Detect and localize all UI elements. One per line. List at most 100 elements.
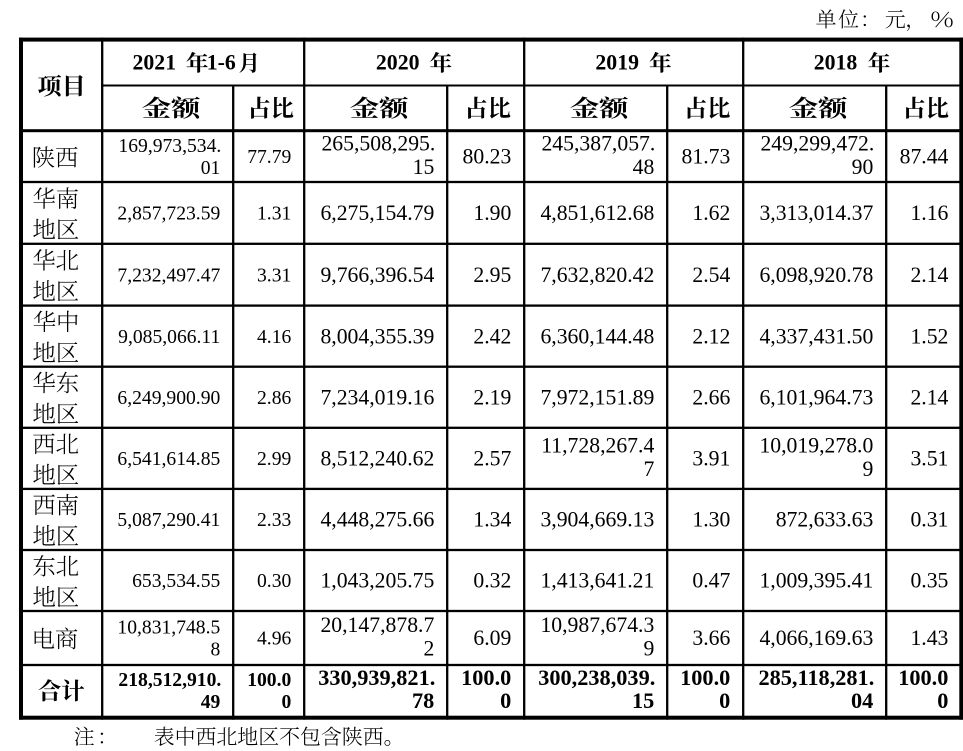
svg-text:0.30: 0.30 [257,571,291,592]
svg-text:01: 01 [201,158,221,179]
svg-text:218,512,910.: 218,512,910. [118,670,221,691]
svg-text:4,851,612.68: 4,851,612.68 [540,201,654,225]
svg-text:0.47: 0.47 [692,569,730,593]
svg-text:6,275,154.79: 6,275,154.79 [320,201,434,225]
svg-text:2: 2 [423,636,434,660]
svg-text:7,234,019.16: 7,234,019.16 [320,385,434,409]
svg-text:2.57: 2.57 [473,446,511,470]
svg-text:3,313,014.37: 3,313,014.37 [759,201,873,225]
svg-text:0: 0 [282,692,292,713]
svg-text:1.43: 1.43 [910,626,948,650]
svg-text:6,541,614.85: 6,541,614.85 [117,449,220,470]
svg-text:100.0: 100.0 [461,665,511,690]
svg-text:169,973,534.: 169,973,534. [118,136,221,157]
svg-text:1-6: 1-6 [207,50,236,74]
svg-text:872,633.63: 872,633.63 [776,508,874,532]
svg-text:2019: 2019 [595,50,639,74]
svg-text:245,387,057.: 245,387,057. [541,132,655,156]
svg-text:9,085,066.11: 9,085,066.11 [118,327,220,348]
svg-text:5,087,290.41: 5,087,290.41 [117,510,220,531]
svg-text:3.91: 3.91 [692,446,730,470]
svg-text:330,939,821.: 330,939,821. [318,665,435,690]
svg-text:1.34: 1.34 [473,508,511,532]
svg-text:6,098,920.78: 6,098,920.78 [759,263,873,287]
svg-text:2.66: 2.66 [692,385,730,409]
svg-text:49: 49 [201,692,221,713]
svg-text:1.90: 1.90 [473,201,511,225]
svg-text:3.51: 3.51 [910,446,948,470]
svg-text:2.14: 2.14 [910,385,948,409]
svg-text:87.44: 87.44 [900,145,949,169]
svg-text:15: 15 [413,155,435,179]
svg-text:4,448,275.66: 4,448,275.66 [320,508,434,532]
svg-text:81.73: 81.73 [682,145,731,169]
svg-text:8: 8 [211,640,221,661]
svg-text:9,766,396.54: 9,766,396.54 [320,263,434,287]
svg-text:8,512,240.62: 8,512,240.62 [320,446,434,470]
svg-text:1.31: 1.31 [257,204,291,225]
svg-text:3.31: 3.31 [257,265,291,286]
svg-text:2.54: 2.54 [692,263,730,287]
svg-text:2.95: 2.95 [473,263,511,287]
svg-text:2,857,723.59: 2,857,723.59 [117,204,220,225]
svg-text:265,508,295.: 265,508,295. [321,132,435,156]
svg-text:2.19: 2.19 [473,385,511,409]
svg-text:0: 0 [500,688,511,713]
svg-text:0: 0 [719,688,730,713]
svg-text:2018: 2018 [814,50,858,74]
svg-text:1.62: 1.62 [692,201,730,225]
svg-text:6,101,964.73: 6,101,964.73 [759,385,873,409]
svg-text:7,632,820.42: 7,632,820.42 [540,263,654,287]
svg-text:285,118,281.: 285,118,281. [758,665,874,690]
svg-text:9: 9 [862,457,873,481]
svg-text:2.99: 2.99 [257,449,291,470]
svg-text:2021: 2021 [133,50,177,74]
svg-text:11,728,267.4: 11,728,267.4 [541,434,654,458]
svg-text:0.32: 0.32 [473,569,511,593]
svg-text:4.16: 4.16 [257,327,291,348]
svg-text:10,019,278.0: 10,019,278.0 [759,434,873,458]
svg-text:4,337,431.50: 4,337,431.50 [759,324,873,348]
svg-text:9: 9 [643,636,654,660]
svg-text:653,534.55: 653,534.55 [132,571,220,592]
svg-text:0.31: 0.31 [910,508,948,532]
svg-text:10,987,674.3: 10,987,674.3 [540,613,654,637]
svg-text:10,831,748.5: 10,831,748.5 [117,618,220,639]
svg-text:3.66: 3.66 [692,626,730,650]
svg-text:2.14: 2.14 [910,263,948,287]
svg-text:2.86: 2.86 [257,388,291,409]
svg-text:4.96: 4.96 [257,629,291,650]
svg-text:7,232,497.47: 7,232,497.47 [117,265,220,286]
svg-text:1.16: 1.16 [910,201,948,225]
svg-text:04: 04 [851,688,873,713]
svg-text:6,249,900.90: 6,249,900.90 [117,388,220,409]
svg-text:90: 90 [852,155,874,179]
svg-text:8,004,355.39: 8,004,355.39 [320,324,434,348]
svg-text:80.23: 80.23 [463,145,512,169]
svg-text:2.42: 2.42 [473,324,511,348]
svg-text:6,360,144.48: 6,360,144.48 [540,324,654,348]
svg-text:300,238,039.: 300,238,039. [538,665,655,690]
svg-text:2.12: 2.12 [692,324,730,348]
svg-text:2.33: 2.33 [257,510,291,531]
svg-text:1.30: 1.30 [692,508,730,532]
svg-text:1.52: 1.52 [910,324,948,348]
svg-text:78: 78 [412,688,434,713]
svg-text:0: 0 [937,688,948,713]
svg-text:7,972,151.89: 7,972,151.89 [540,385,654,409]
svg-text:3,904,669.13: 3,904,669.13 [540,508,654,532]
svg-text:100.0: 100.0 [247,670,291,691]
svg-text:20,147,878.7: 20,147,878.7 [320,613,434,637]
svg-text:1,009,395.41: 1,009,395.41 [759,569,873,593]
svg-text:4,066,169.63: 4,066,169.63 [759,626,873,650]
svg-text:48: 48 [633,155,655,179]
svg-text:15: 15 [632,688,654,713]
svg-text:1,413,641.21: 1,413,641.21 [540,569,654,593]
svg-text:7: 7 [643,457,654,481]
svg-text:77.79: 77.79 [247,147,291,168]
svg-text:249,299,472.: 249,299,472. [760,132,874,156]
svg-text:1,043,205.75: 1,043,205.75 [320,569,434,593]
svg-text:0.35: 0.35 [910,569,948,593]
svg-text:6.09: 6.09 [473,626,511,650]
svg-text:100.0: 100.0 [898,665,948,690]
